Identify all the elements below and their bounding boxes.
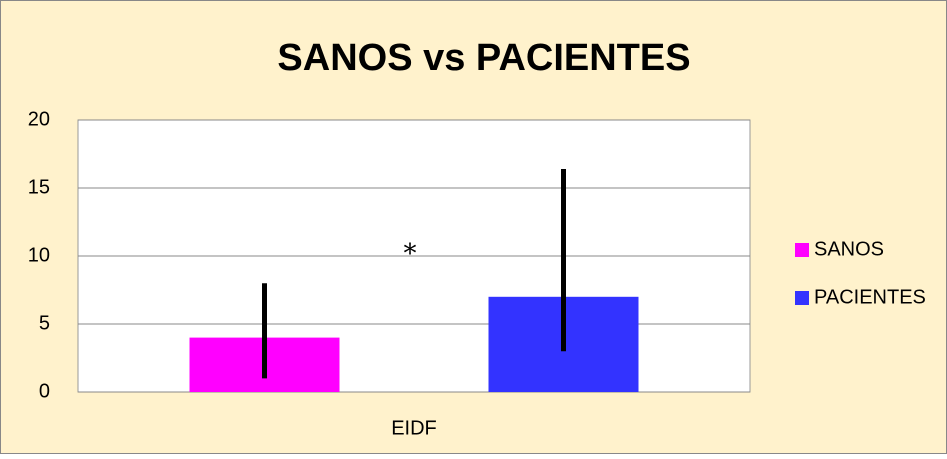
legend-label: SANOS bbox=[814, 238, 884, 260]
legend-swatch bbox=[795, 243, 809, 257]
y-tick-label: 5 bbox=[39, 312, 50, 334]
legend-swatch bbox=[795, 291, 809, 305]
y-tick-label: 10 bbox=[28, 244, 50, 266]
legend-label: PACIENTES bbox=[814, 286, 926, 308]
annotation: * bbox=[404, 239, 417, 269]
x-tick-label: EIDF bbox=[391, 417, 437, 439]
y-tick-label: 15 bbox=[28, 176, 50, 198]
chart-title: SANOS vs PACIENTES bbox=[277, 37, 690, 79]
y-tick-label: 0 bbox=[39, 380, 50, 402]
y-tick-label: 20 bbox=[28, 108, 50, 130]
